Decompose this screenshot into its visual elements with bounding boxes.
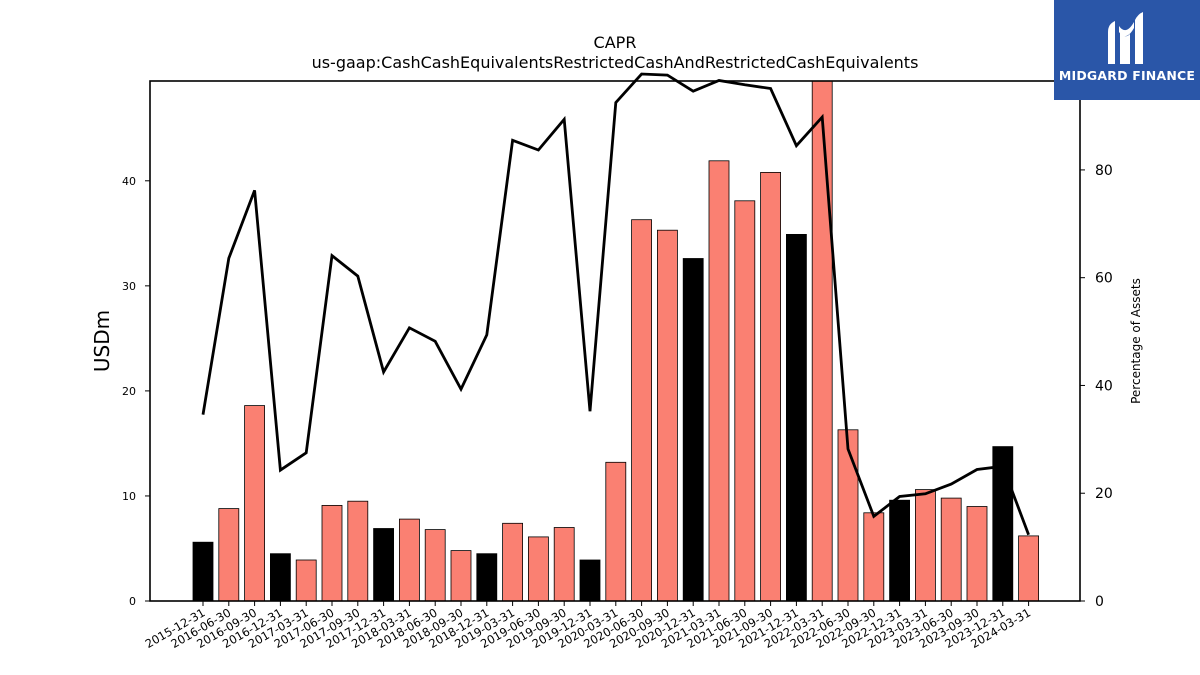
bar (734, 200, 756, 602)
y-axis-label: USDm (90, 310, 114, 372)
y2-tick-label: 60 (1095, 271, 1113, 287)
bar (631, 219, 652, 602)
bar (760, 171, 781, 602)
y-tick-label: 10 (122, 490, 136, 503)
y-tick-label: 20 (122, 385, 136, 398)
chart-title: CAPR (594, 33, 637, 52)
y2-tick-label: 20 (1095, 486, 1113, 502)
bar (295, 559, 317, 602)
bar (528, 536, 549, 602)
y-tick-label: 30 (122, 280, 136, 293)
left-axis-ticks: 0 10 20 30 40 (122, 175, 150, 608)
y2-axis-label: Percentage of Assets (1129, 278, 1143, 404)
x-axis-ticks: 2015-12-312016-06-302016-09-302016-12-31… (143, 601, 1033, 651)
bar (192, 541, 214, 602)
bar (1018, 535, 1039, 602)
bar (553, 527, 575, 602)
plot-frame (149, 80, 1081, 602)
midgard-logo-icon (1108, 12, 1143, 64)
bar (218, 508, 240, 602)
bar (502, 522, 524, 602)
y2-tick-label: 0 (1095, 594, 1104, 610)
bar (863, 512, 885, 602)
bar (269, 553, 291, 602)
bar (605, 461, 627, 602)
bar (657, 229, 678, 602)
bar (579, 559, 601, 602)
bar (398, 518, 420, 602)
bar (373, 528, 395, 602)
chart-subtitle: us-gaap:CashCashEquivalentsRestrictedCas… (312, 53, 919, 72)
right-axis-ticks: 0 20 40 60 80 (1080, 163, 1113, 610)
bar (940, 497, 962, 602)
bar (424, 529, 446, 602)
logo-text: MIDGARD FINANCE (1058, 68, 1196, 83)
bar (476, 553, 498, 602)
y-tick-label: 0 (129, 595, 136, 608)
bar (837, 429, 859, 602)
bar (347, 500, 369, 602)
brand-logo: MIDGARD FINANCE (1054, 0, 1200, 100)
y-tick-label: 40 (122, 175, 136, 188)
y2-tick-label: 80 (1095, 163, 1113, 179)
bar (321, 504, 343, 602)
bar (915, 489, 936, 602)
line-series (201, 72, 1030, 536)
bar (786, 233, 807, 602)
bar (966, 506, 988, 602)
bar (889, 499, 910, 602)
bar (708, 160, 730, 602)
y2-tick-label: 40 (1095, 378, 1113, 394)
bar (811, 80, 833, 602)
bar (682, 258, 704, 602)
bar (450, 550, 472, 602)
bar (244, 405, 266, 602)
